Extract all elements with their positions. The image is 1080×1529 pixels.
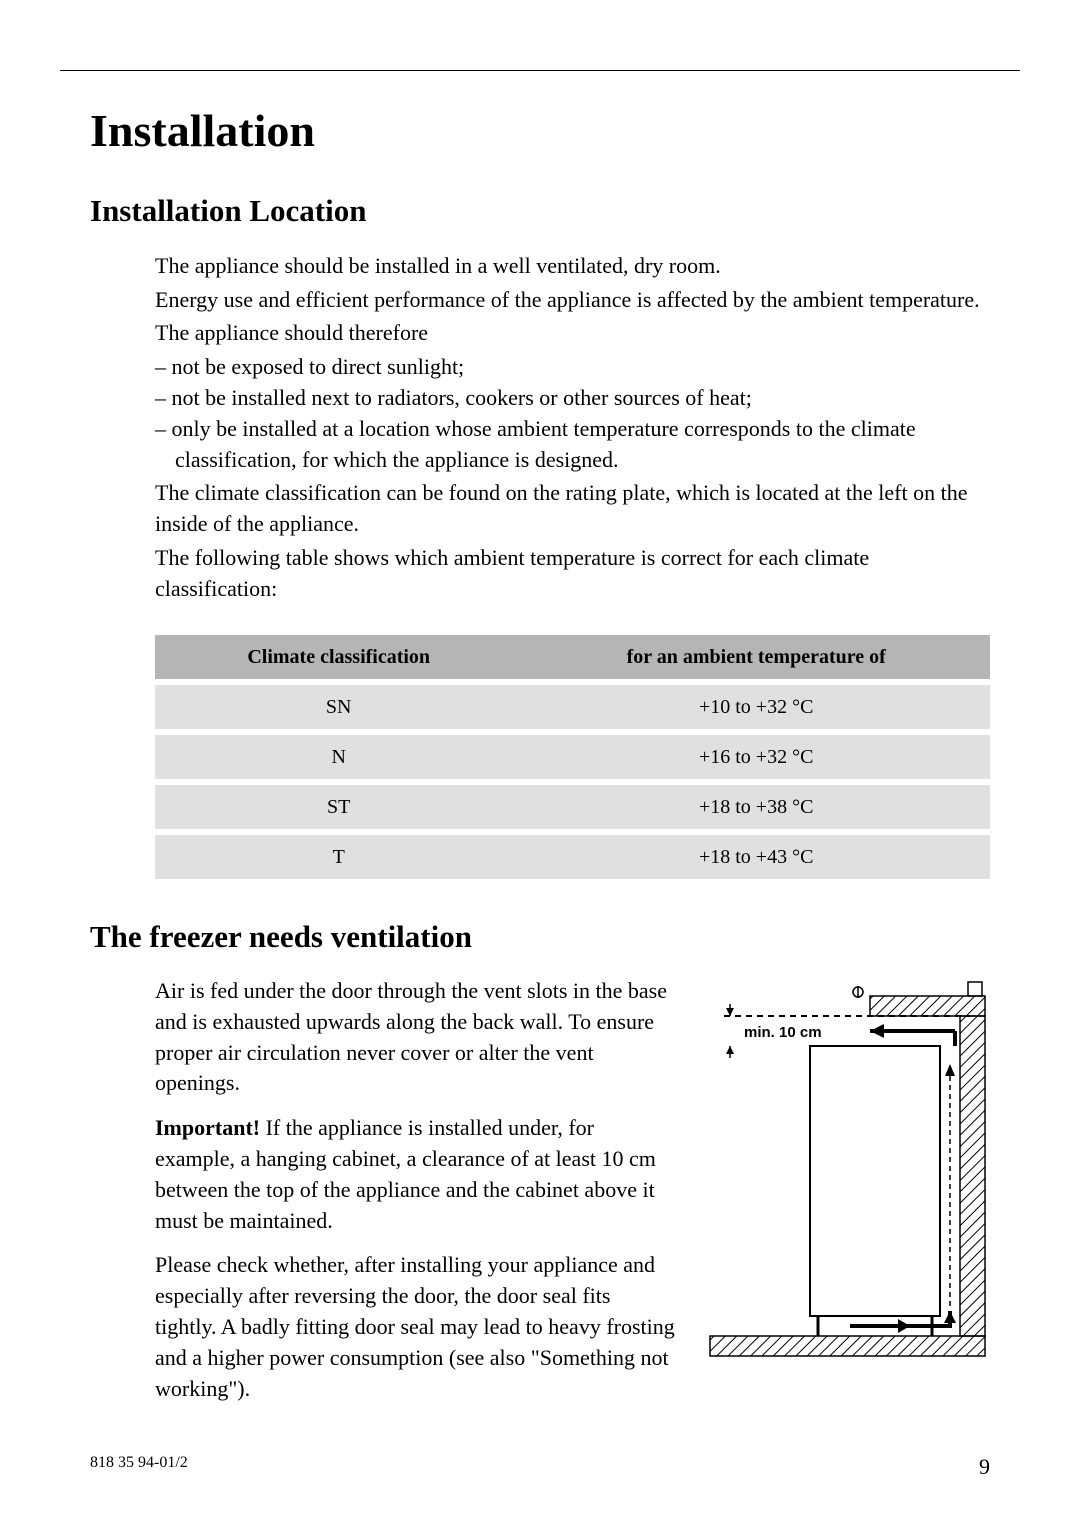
list-item: only be installed at a location whose am… (155, 414, 990, 476)
bullet-list: not be exposed to direct sunlight; not b… (155, 352, 990, 475)
paragraph: Important! If the appliance is installed… (155, 1113, 676, 1236)
section-location-body: The appliance should be installed in a w… (155, 251, 990, 885)
table-header-col1: Climate classification (155, 635, 522, 679)
table-cell: +18 to +38 °C (522, 785, 990, 829)
paragraph: Energy use and efficient performance of … (155, 285, 990, 316)
page-footer: 818 35 94-01/2 9 (60, 1452, 1020, 1483)
paragraph: Please check whether, after installing y… (155, 1250, 676, 1404)
list-item: not be installed next to radiators, cook… (155, 383, 990, 414)
paragraph: The appliance should be installed in a w… (155, 251, 990, 282)
page-title: Installation (90, 99, 1020, 163)
table-cell: +16 to +32 °C (522, 735, 990, 779)
table-cell: ST (155, 785, 522, 829)
table-cell: T (155, 835, 522, 879)
paragraph: Air is fed under the door through the ve… (155, 976, 676, 1099)
list-item: not be exposed to direct sunlight; (155, 352, 990, 383)
section-ventilation-body: Air is fed under the door through the ve… (155, 976, 990, 1418)
diagram-label: min. 10 cm (744, 1024, 822, 1041)
table-header-col2: for an ambient temperature of (522, 635, 990, 679)
paragraph: The climate classification can be found … (155, 478, 990, 540)
section-heading-location: Installation Location (90, 189, 1020, 232)
table-row: ST +18 to +38 °C (155, 785, 990, 829)
table-cell: +18 to +43 °C (522, 835, 990, 879)
climate-table: Climate classification for an ambient te… (155, 629, 990, 885)
important-label: Important! (155, 1115, 260, 1140)
document-id: 818 35 94-01/2 (90, 1452, 188, 1483)
ventilation-diagram: min. 10 cm (700, 976, 990, 1418)
section-heading-ventilation: The freezer needs ventilation (90, 915, 1020, 958)
paragraph: The appliance should therefore (155, 318, 990, 349)
table-cell: +10 to +32 °C (522, 685, 990, 729)
table-row: T +18 to +43 °C (155, 835, 990, 879)
paragraph: The following table shows which ambient … (155, 543, 990, 605)
table-row: SN +10 to +32 °C (155, 685, 990, 729)
table-row: N +16 to +32 °C (155, 735, 990, 779)
table-cell: N (155, 735, 522, 779)
table-cell: SN (155, 685, 522, 729)
page-number: 9 (979, 1452, 990, 1483)
